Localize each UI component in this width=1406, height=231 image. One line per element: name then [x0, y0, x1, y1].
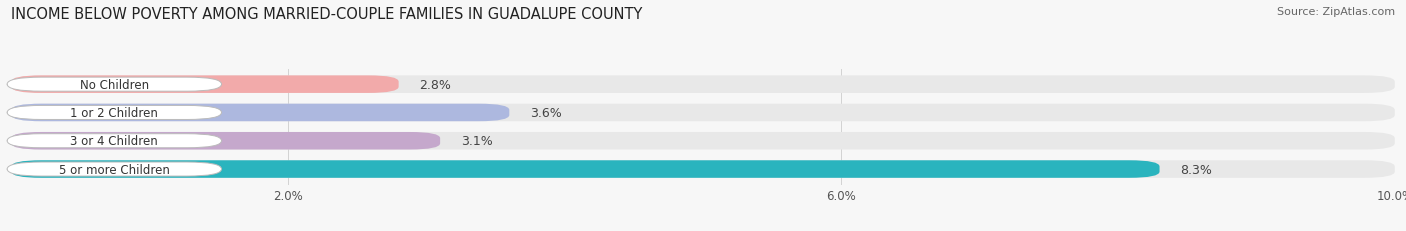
- FancyBboxPatch shape: [11, 104, 509, 122]
- FancyBboxPatch shape: [7, 162, 222, 176]
- FancyBboxPatch shape: [11, 161, 1160, 178]
- Text: 3.1%: 3.1%: [461, 135, 492, 148]
- Text: Source: ZipAtlas.com: Source: ZipAtlas.com: [1277, 7, 1395, 17]
- Text: 8.3%: 8.3%: [1180, 163, 1212, 176]
- Text: 3.6%: 3.6%: [530, 106, 562, 119]
- FancyBboxPatch shape: [11, 76, 399, 94]
- FancyBboxPatch shape: [11, 132, 1395, 150]
- Text: No Children: No Children: [80, 78, 149, 91]
- FancyBboxPatch shape: [7, 134, 222, 148]
- Text: 3 or 4 Children: 3 or 4 Children: [70, 135, 159, 148]
- FancyBboxPatch shape: [11, 76, 1395, 94]
- Text: INCOME BELOW POVERTY AMONG MARRIED-COUPLE FAMILIES IN GUADALUPE COUNTY: INCOME BELOW POVERTY AMONG MARRIED-COUPL…: [11, 7, 643, 22]
- Text: 2.8%: 2.8%: [419, 78, 451, 91]
- FancyBboxPatch shape: [11, 132, 440, 150]
- FancyBboxPatch shape: [11, 104, 1395, 122]
- Text: 5 or more Children: 5 or more Children: [59, 163, 170, 176]
- Text: 1 or 2 Children: 1 or 2 Children: [70, 106, 159, 119]
- FancyBboxPatch shape: [11, 161, 1395, 178]
- FancyBboxPatch shape: [7, 106, 222, 120]
- FancyBboxPatch shape: [7, 78, 222, 92]
